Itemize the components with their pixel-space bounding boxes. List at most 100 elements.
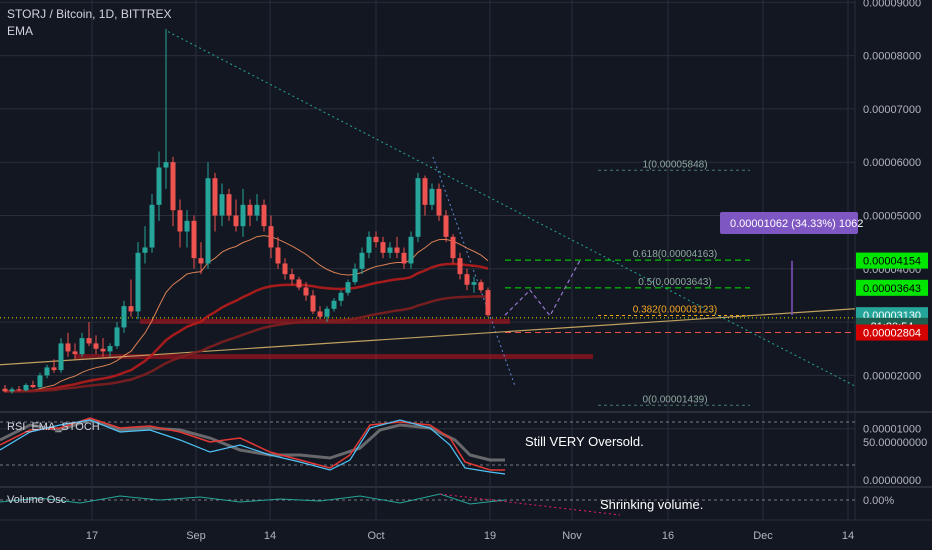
candle-body (352, 268, 358, 283)
volume-annotation: Shrinking volume. (600, 497, 703, 512)
candle-body (317, 311, 323, 317)
candle-body (436, 188, 442, 216)
price-tag-label: 0.00004154 (863, 256, 921, 268)
candle-body (408, 236, 414, 264)
time-tick-label: 17 (86, 530, 98, 542)
candle-body (338, 292, 344, 301)
candles (2, 28, 491, 394)
rsi-pane: Still VERY Oversold. (0, 417, 855, 475)
price-tag-label: 0.00003643 (863, 283, 921, 295)
candle-body (128, 306, 134, 312)
time-tick-label: Dec (753, 530, 773, 542)
time-tick-label: 14 (264, 530, 276, 542)
fibonacci-levels: 1(0.00005848) 0.618(0.00004163) 0.5(0.0000… (505, 159, 863, 406)
candle-body (429, 188, 435, 205)
price-tick-label: 0.00009000 (863, 0, 921, 9)
time-tick-label: 19 (484, 530, 496, 542)
fib-label: 1(0.00005848) (642, 159, 707, 170)
indicator-label: EMA (7, 24, 34, 38)
price-tag-bg (856, 279, 928, 296)
fib-label: 0(0.00001439) (642, 394, 707, 405)
candle-body (324, 308, 330, 317)
candle-body (23, 384, 29, 391)
rsi-stoch-k (0, 417, 505, 471)
candle-body (331, 300, 337, 309)
candle-body (457, 258, 463, 275)
candle-body (219, 194, 225, 216)
candle-body (72, 351, 78, 355)
candle-body (191, 220, 197, 259)
candle-body (303, 287, 309, 296)
candle-body (226, 194, 232, 216)
candle-body (149, 204, 155, 248)
candle-body (86, 338, 92, 344)
price-tick-label: 0.00007000 (863, 104, 921, 116)
candle-body (107, 346, 113, 352)
candle-body (485, 290, 491, 316)
rsi-stoch-d (0, 419, 506, 475)
candle-body (422, 178, 428, 205)
rsi-tick-label: 0.00000000 (863, 475, 921, 487)
trend-lines (0, 31, 856, 393)
volume-tick-label: 0.00% (863, 495, 894, 507)
candle-body (184, 220, 190, 232)
symbol-title: STORJ / Bitcoin, 1D, BITTREX (7, 7, 172, 21)
candle-body (478, 282, 484, 291)
candle-body (65, 343, 71, 352)
price-tick-label: 0.00006000 (863, 157, 921, 169)
ema-line (4, 235, 489, 392)
candle-body (2, 388, 8, 392)
candle-body (254, 204, 260, 216)
price-axis: 0.00009000 0.00008000 0.00007000 0.00006000… (86, 0, 927, 542)
price-tags: 0.000041540.000036430.0000313021:20:540.… (856, 252, 928, 341)
candle-body (366, 236, 372, 253)
candle-body (373, 236, 379, 243)
candle-body (142, 247, 148, 253)
volume-osc-line (0, 493, 506, 505)
candle-body (156, 167, 162, 205)
price-tag-bg (856, 324, 928, 341)
price-tick-label: 0.00008000 (863, 51, 921, 63)
candle-body (205, 178, 211, 264)
candle-body (79, 338, 85, 355)
candle-body (212, 178, 218, 216)
candle-body (296, 279, 302, 288)
volume-trendline (439, 493, 621, 516)
candle-body (275, 247, 281, 264)
candle-body (233, 215, 239, 227)
candle-body (345, 282, 351, 293)
time-tick-label: Sep (186, 530, 206, 542)
candle-body (450, 236, 456, 259)
candle-body (310, 295, 316, 312)
candle-body (121, 306, 127, 328)
support-band (75, 354, 593, 360)
candle-body (247, 204, 253, 216)
price-tick-label: 0.00002000 (863, 370, 921, 382)
candle-body (30, 384, 36, 388)
fib-label: 0.5(0.00003643) (638, 277, 711, 288)
candle-body (289, 274, 295, 280)
candle-body (16, 389, 22, 391)
time-tick-label: Oct (367, 530, 384, 542)
ema-line (4, 295, 489, 393)
rsi-pane-title: RSI_EMA_STOCH (7, 421, 100, 433)
candle-body (51, 367, 57, 371)
candle-body (464, 274, 470, 285)
price-tag-label: 0.00002804 (863, 328, 921, 340)
candle-body (135, 252, 141, 312)
candle-body (93, 343, 99, 349)
time-tick-label: 16 (662, 530, 674, 542)
price-tick-label: 0.00001000 (863, 424, 921, 436)
candle-body (100, 348, 106, 352)
volume-pane-title: Volume Osc (7, 494, 67, 506)
ascending-trendline (0, 308, 856, 366)
candle-body (471, 282, 477, 285)
rsi-tick-label: 50.00000000 (863, 437, 927, 449)
measure-label: 0.00001062 (34.33%) 1062 (730, 218, 863, 230)
channel-line (432, 156, 516, 387)
candle-body (443, 215, 449, 237)
candle-body (359, 252, 365, 269)
time-tick-label: 14 (842, 530, 854, 542)
candle-body (282, 263, 288, 275)
